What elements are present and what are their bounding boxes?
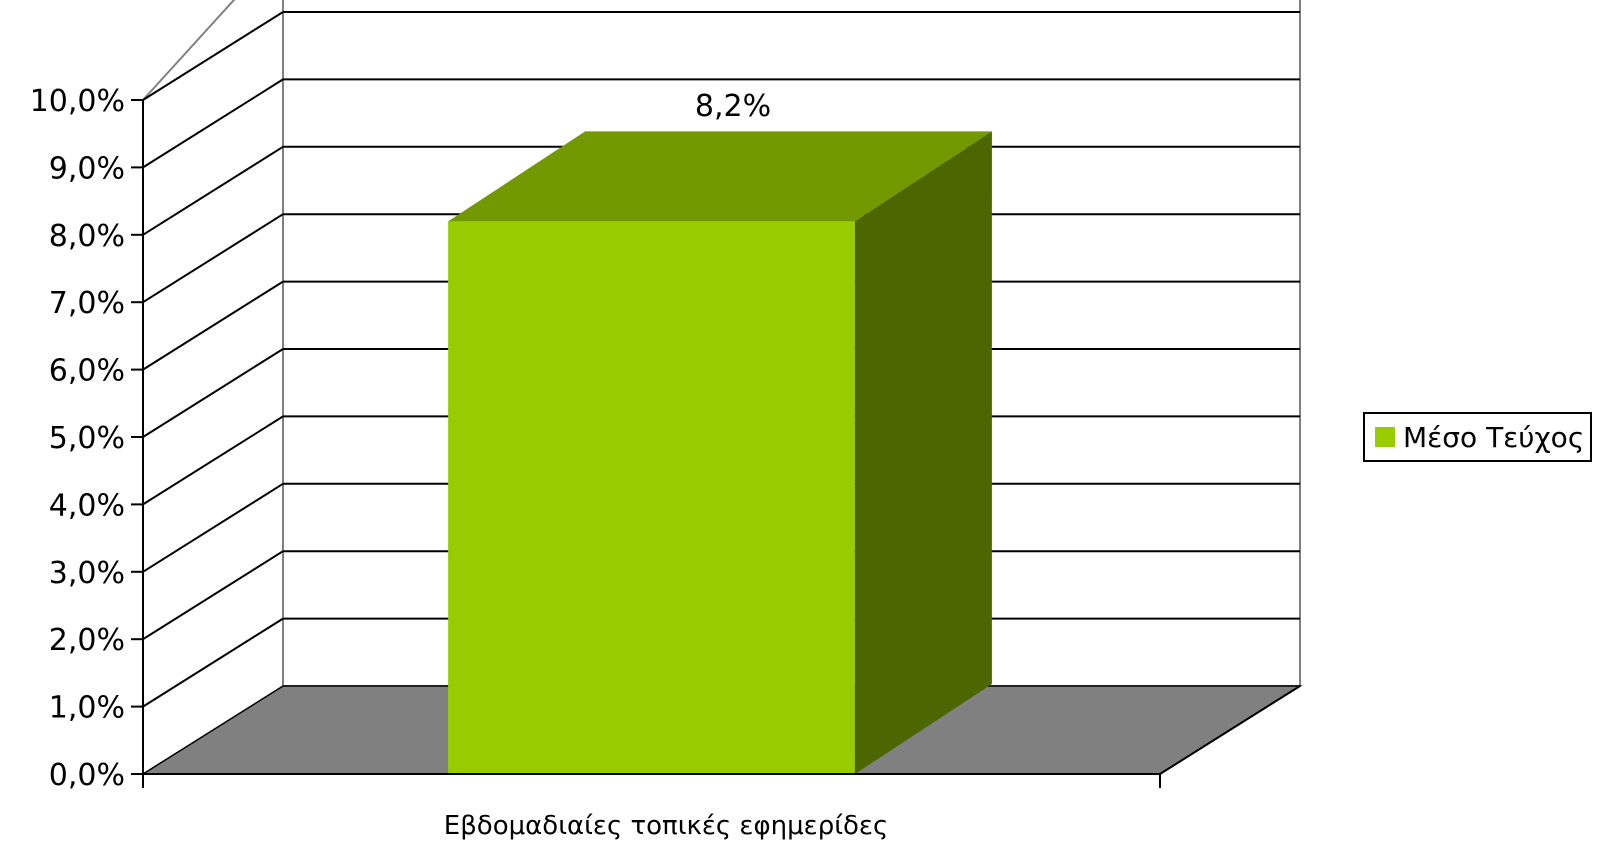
y-tick-label: 4,0% (49, 488, 125, 523)
bar-top (448, 131, 992, 222)
bars (448, 131, 992, 774)
gridline-side (142, 482, 284, 573)
y-tick-labels: 0,0% 1,0% 2,0% 3,0% 4,0% 5,0% 6,0% 7,0% 8,0% 9,0%… (30, 84, 143, 793)
gridline-side (142, 78, 284, 169)
y-tick-label: 8,0% (49, 219, 125, 254)
side-wall-edge (142, 0, 236, 101)
floor-edge (1159, 685, 1301, 775)
gridline-side (142, 280, 284, 371)
legend: Μέσο Τεύχος (1363, 412, 1593, 462)
y-tick-label: 10,0% (30, 84, 125, 119)
gridline-side (142, 145, 284, 236)
x-category-label: Εβδομαδιαίες τοπικές εφημερίδες (444, 811, 888, 841)
gridline-side (142, 348, 284, 438)
legend-swatch (1375, 427, 1395, 447)
y-tick-label: 7,0% (49, 286, 125, 321)
y-tick-label: 5,0% (49, 421, 125, 456)
legend-series-name: Μέσο Τεύχος (1403, 420, 1585, 454)
gridline-side (142, 213, 284, 304)
gridline-side (142, 550, 284, 641)
y-tick-label: 0,0% (49, 758, 125, 793)
y-tick-label: 2,0% (49, 623, 125, 658)
y-tick-label: 1,0% (49, 691, 125, 726)
gridline-side (142, 11, 284, 101)
gridline-side (142, 617, 284, 708)
y-tick-label: 3,0% (49, 556, 125, 591)
gridline-side (142, 415, 284, 506)
y-tick-label: 9,0% (49, 151, 125, 186)
bar-front (448, 221, 855, 774)
y-tick-label: 6,0% (49, 354, 125, 389)
data-label: 8,2% (695, 89, 771, 124)
bar-side (854, 131, 992, 774)
